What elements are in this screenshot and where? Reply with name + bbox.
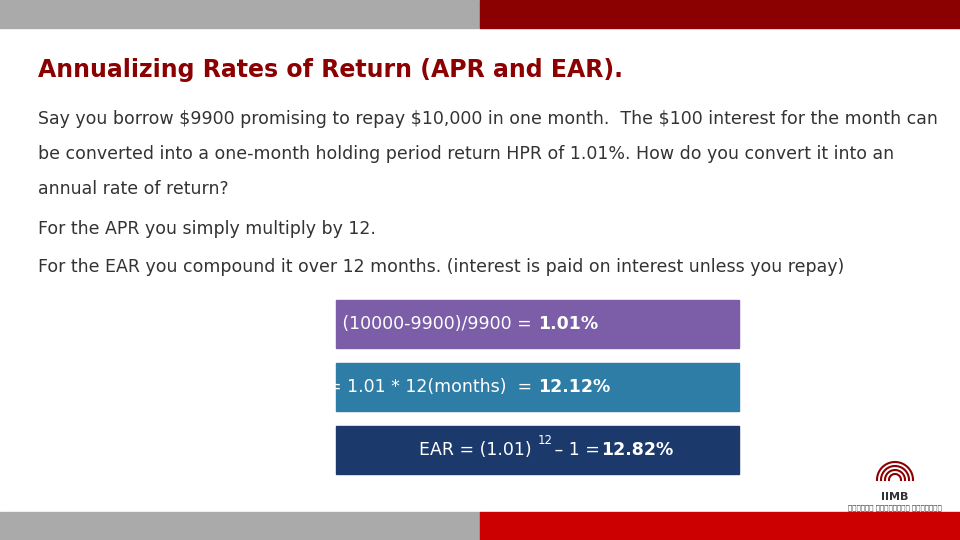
Bar <box>336 363 739 411</box>
Bar <box>480 0 960 28</box>
Text: 12.82%: 12.82% <box>601 441 673 459</box>
Text: APR = 1.01 * 12(months)  =: APR = 1.01 * 12(months) = <box>287 378 538 396</box>
Bar <box>0 0 480 28</box>
Bar <box>0 512 480 540</box>
Bar <box>480 512 960 540</box>
Text: HPR = (10000-9900)/9900 =: HPR = (10000-9900)/9900 = <box>281 315 538 333</box>
Text: For the EAR you compound it over 12 months. (interest is paid on interest unless: For the EAR you compound it over 12 mont… <box>38 258 844 276</box>
Text: 12: 12 <box>538 435 553 448</box>
Text: Say you borrow $9900 promising to repay $10,000 in one month.  The $100 interest: Say you borrow $9900 promising to repay … <box>38 110 938 128</box>
Text: EAR = (1.01): EAR = (1.01) <box>420 441 538 459</box>
Text: Annualizing Rates of Return (APR and EAR).: Annualizing Rates of Return (APR and EAR… <box>38 58 623 82</box>
Text: 1.01%: 1.01% <box>538 315 598 333</box>
Bar <box>336 300 739 348</box>
Text: IIMB: IIMB <box>881 492 909 502</box>
Text: भारतीय प्रबन्धन संस्थान: भारतीय प्रबन्धन संस्थान <box>848 504 942 511</box>
Text: annual rate of return?: annual rate of return? <box>38 180 228 198</box>
Text: For the APR you simply multiply by 12.: For the APR you simply multiply by 12. <box>38 220 376 238</box>
Bar <box>336 426 739 474</box>
Text: be converted into a one-month holding period return HPR of 1.01%. How do you con: be converted into a one-month holding pe… <box>38 145 894 163</box>
Text: 12.12%: 12.12% <box>538 378 610 396</box>
Text: – 1 =: – 1 = <box>548 441 605 459</box>
